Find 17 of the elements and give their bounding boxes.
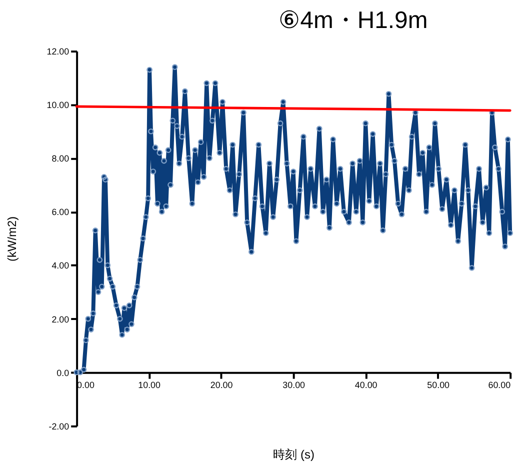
x-tick-label: 20.00 xyxy=(210,380,233,390)
y-tick-label: 8.00 xyxy=(52,154,70,164)
x-tick-label: 40.00 xyxy=(354,380,378,390)
y-tick-label: 6.00 xyxy=(52,207,70,218)
x-axis-title: 時刻 (s) xyxy=(273,447,314,462)
x-tick-label: 30.00 xyxy=(282,380,306,390)
chart-title: ⑥4m・H1.9m xyxy=(278,7,428,34)
y-tick-label: 2.00 xyxy=(52,314,70,324)
y-axis-title: (kW/m2) xyxy=(4,216,19,262)
x-tick-label: 60.00 xyxy=(488,380,511,390)
x-tick-label: 50.00 xyxy=(427,380,450,390)
y-tick-label: 0.0 xyxy=(56,368,70,378)
y-tick-label: 10.00 xyxy=(46,100,70,110)
y-tick-label: -2.00 xyxy=(48,421,70,432)
y-tick-label: 12.00 xyxy=(46,46,70,57)
x-tick-label: 10.00 xyxy=(138,380,161,390)
y-tick-label: 4.00 xyxy=(52,260,70,271)
